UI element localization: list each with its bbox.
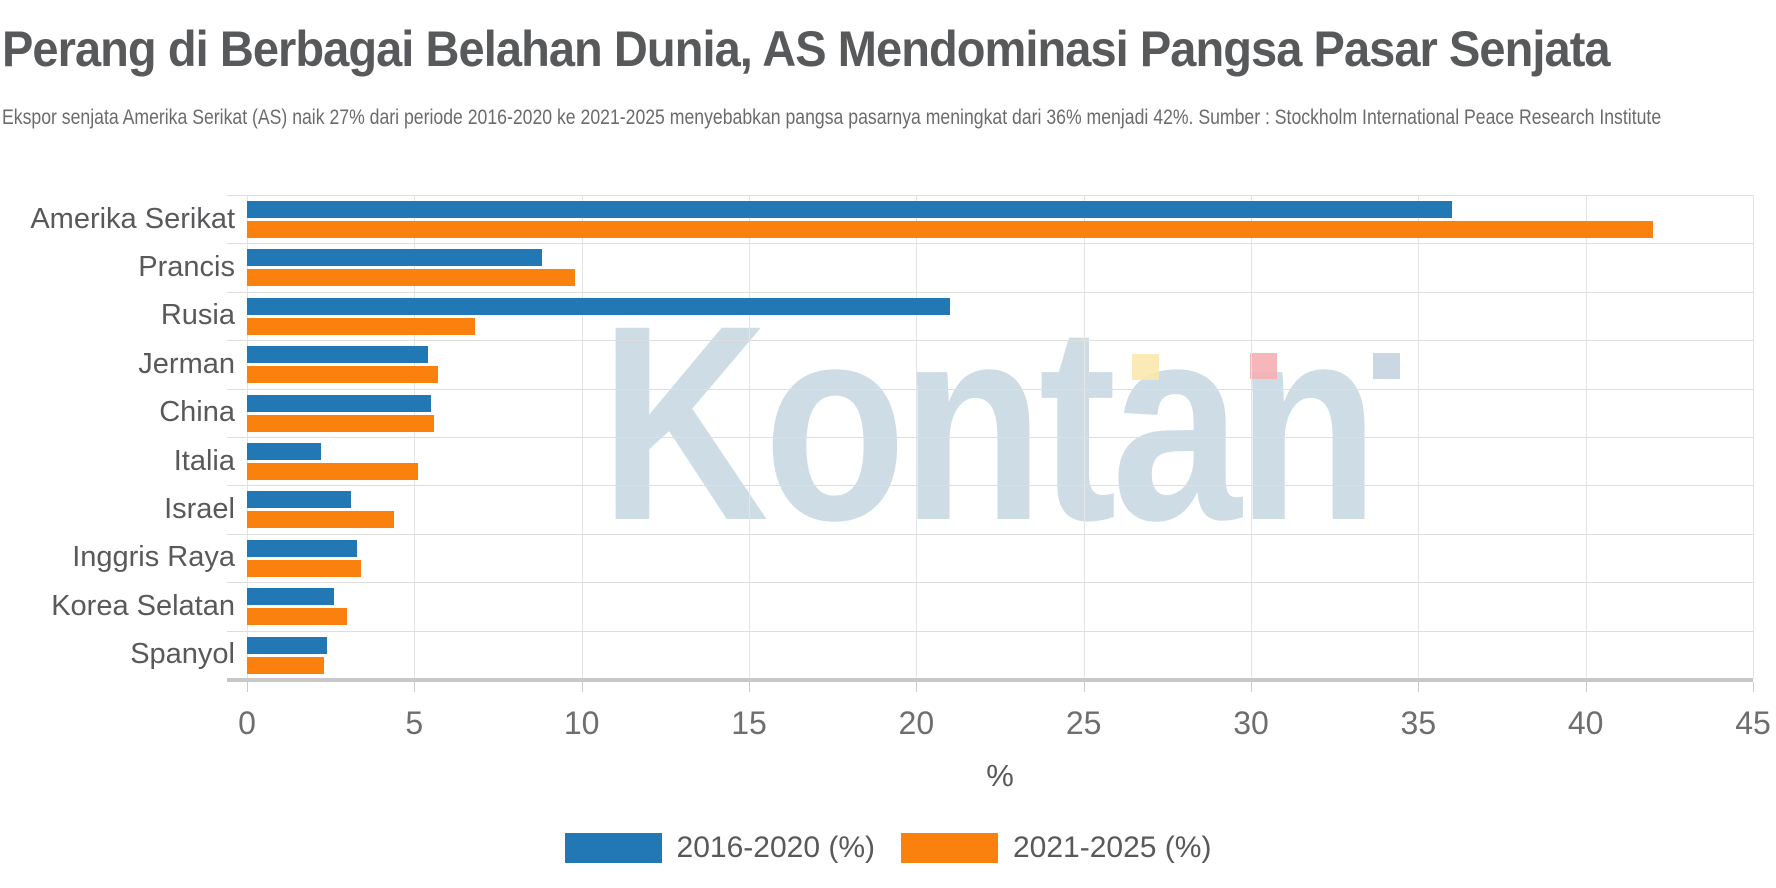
- tick-label-x-40: 40: [1567, 705, 1604, 741]
- chart-subtitle: Ekspor senjata Amerika Serikat (AS) naik…: [2, 106, 1662, 129]
- bar-2021-2025-jerman: [247, 366, 438, 384]
- chart-row-inggris-raya: Inggris Raya: [72, 534, 1753, 582]
- tick-label-x-35: 35: [1400, 705, 1437, 741]
- category-label: Israel: [164, 493, 235, 526]
- tick-label-x-5: 5: [405, 705, 424, 741]
- bar-2021-2025-israel: [247, 511, 395, 529]
- plot-top-border: [227, 195, 1753, 196]
- chart-row-israel: Israel: [164, 485, 1753, 533]
- row-separator: [227, 340, 1753, 342]
- tick-mark-x-40: [1585, 682, 1587, 692]
- bar-2021-2025-italia: [247, 463, 418, 480]
- tick-label-x-15: 15: [731, 705, 767, 741]
- bar-2021-2025-china: [247, 414, 435, 432]
- bar-2016-2020-china: [247, 394, 432, 412]
- bar-2021-2025-spanyol: [247, 656, 324, 674]
- bar-chart-plot-area: Kontan Amerika Serikat Prancis Rusia Jerman…: [30, 195, 1771, 793]
- gridline-x-45: [1753, 195, 1754, 679]
- tick-mark-x-20: [916, 682, 918, 692]
- bar-2016-2020-amerika-serikat: [247, 201, 1452, 218]
- bar-2016-2020-italia: [247, 443, 321, 460]
- tick-label-x-45: 45: [1735, 705, 1771, 741]
- row-separator: [227, 437, 1753, 438]
- legend-item-2021-2025: 2021-2025 (%): [901, 831, 1211, 865]
- bar-2021-2025-prancis: [247, 269, 575, 287]
- bar-2021-2025-rusia: [247, 317, 475, 335]
- tick-label-x-20: 20: [898, 705, 935, 741]
- chart-row-spanyol: Spanyol: [130, 631, 1753, 679]
- row-separator: [227, 485, 1753, 487]
- chart-row-korea-selatan: Korea Selatan: [51, 582, 1753, 630]
- chart-row-rusia: Rusia: [161, 292, 1753, 340]
- bar-2016-2020-israel: [247, 491, 351, 509]
- legend-label: 2016-2020 (%): [676, 831, 875, 864]
- category-label: Italia: [173, 444, 235, 477]
- chart-row-amerika-serikat: Amerika Serikat: [30, 195, 1753, 243]
- bar-2021-2025-korea-selatan: [247, 608, 348, 626]
- tick-mark-x-35: [1418, 682, 1420, 692]
- category-label: Spanyol: [130, 638, 235, 671]
- tick-mark-x-45: [1753, 682, 1754, 692]
- tick-mark-x-0: [247, 682, 248, 692]
- bar-2021-2025-inggris-raya: [247, 559, 361, 577]
- bar-2016-2020-spanyol: [247, 636, 328, 654]
- category-label: Inggris Raya: [72, 541, 235, 574]
- x-axis-title: %: [986, 758, 1014, 793]
- category-label: Rusia: [160, 299, 235, 332]
- chart-row-jerman: Jerman: [138, 340, 1753, 388]
- tick-mark-x-10: [581, 682, 583, 692]
- category-label: Amerika Serikat: [30, 202, 235, 235]
- tick-mark-x-5: [414, 682, 416, 692]
- legend-swatch: [901, 833, 998, 863]
- row-separator: [227, 533, 1753, 535]
- tick-label-x-10: 10: [563, 705, 600, 741]
- chart-row-china: China: [159, 389, 1753, 437]
- tick-label-x-30: 30: [1233, 705, 1269, 741]
- tick-mark-x-30: [1251, 682, 1252, 692]
- kontan-watermark: Kontan: [600, 284, 1521, 562]
- bar-2016-2020-prancis: [247, 249, 542, 267]
- chart-row-italia: Italia: [174, 437, 1753, 485]
- watermark-pink-square: [1250, 353, 1277, 379]
- chart-legend: 2016-2020 (%) 2021-2025 (%): [0, 831, 1776, 865]
- legend-label: 2021-2025 (%): [1013, 831, 1212, 864]
- category-label: China: [159, 396, 235, 429]
- row-separator: [227, 630, 1753, 632]
- category-label: Prancis: [138, 251, 235, 284]
- tick-mark-x-25: [1083, 682, 1085, 692]
- kontan-watermark-text: Kontan: [600, 267, 1379, 578]
- watermark-gray-square: [1373, 353, 1400, 379]
- category-label: Jerman: [138, 347, 235, 380]
- row-separator: [227, 243, 1753, 245]
- row-separator: [227, 291, 1753, 293]
- bar-2021-2025-amerika-serikat: [247, 221, 1653, 238]
- bar-2016-2020-rusia: [247, 297, 950, 315]
- row-separator: [227, 388, 1753, 390]
- row-separator: [227, 582, 1753, 584]
- bar-2016-2020-inggris-raya: [247, 539, 358, 557]
- legend-swatch: [564, 833, 662, 863]
- category-label: Korea Selatan: [51, 589, 235, 622]
- tick-mark-x-15: [749, 682, 750, 692]
- bar-2016-2020-jerman: [247, 346, 428, 364]
- legend-item-2016-2020: 2016-2020 (%): [564, 831, 875, 865]
- tick-label-x-0: 0: [238, 705, 256, 741]
- x-axis-line: [227, 678, 1753, 682]
- bar-2016-2020-korea-selatan: [247, 588, 334, 606]
- watermark-yellow-square: [1132, 354, 1159, 380]
- tick-label-x-25: 25: [1065, 705, 1102, 741]
- chart-row-prancis: Prancis: [138, 243, 1753, 291]
- chart-title: Perang di Berbagai Belahan Dunia, AS Men…: [2, 21, 1611, 77]
